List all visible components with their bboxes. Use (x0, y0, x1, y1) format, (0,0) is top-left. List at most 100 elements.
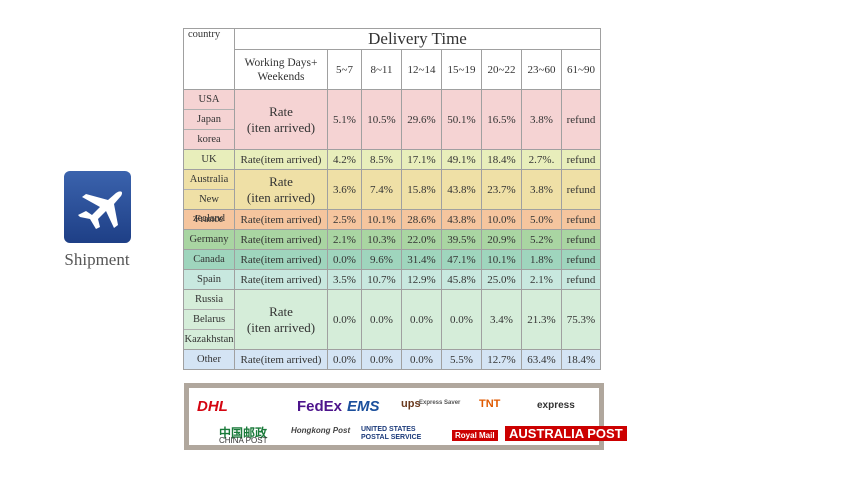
rate-value: 12.7% (481, 349, 522, 370)
rate-value: 18.4% (481, 149, 522, 170)
country-cell: France (183, 209, 235, 230)
rate-value: 1.8% (521, 249, 562, 270)
rate-value: 2.1% (327, 229, 362, 250)
country-name: korea (184, 129, 234, 149)
rate-value: 10.7% (361, 269, 402, 290)
rate-value: refund (561, 169, 601, 210)
country-name: UK (201, 154, 217, 165)
country-name: Japan (184, 109, 234, 129)
rate-value: refund (561, 149, 601, 170)
rate-value: 2.5% (327, 209, 362, 230)
country-name: Other (197, 354, 221, 365)
country-cell: Other (183, 349, 235, 370)
rate-value: 50.1% (441, 89, 482, 150)
rate-value: 18.4% (561, 349, 601, 370)
shipment-label: Shipment (64, 250, 130, 269)
rate-value: 39.5% (441, 229, 482, 250)
country-name: France (194, 214, 224, 225)
rate-cell: Rate(item arrived) (234, 149, 328, 170)
country-row: Canada Rate(item arrived) 0.0% 9.6% 31.4% 47.… (183, 249, 601, 270)
rate-value: 3.8% (521, 89, 562, 150)
rate-value: 10.3% (361, 229, 402, 250)
rate-value: 2.1% (521, 269, 562, 290)
rate-value: 0.0% (441, 289, 482, 350)
rate-value: 45.8% (441, 269, 482, 290)
rate-value: 10.1% (481, 249, 522, 270)
country-cell: Canada (183, 249, 235, 270)
rate-line: Rate(item arrived) (240, 233, 322, 246)
country-name: New zealand (184, 189, 234, 224)
rate-value: 10.0% (481, 209, 522, 230)
rate-value: 5.5% (441, 349, 482, 370)
country-header: country (183, 28, 235, 90)
rate-line: Rate(item arrived) (240, 353, 322, 366)
carrier-logo: Hongkong Post (291, 426, 351, 435)
country-cell: UK (183, 149, 235, 170)
carrier-logo: Royal Mail (452, 430, 498, 441)
range-header: 5~7 (327, 49, 362, 90)
rate-value: 4.2% (327, 149, 362, 170)
rate-line: Rate(item arrived) (240, 253, 322, 266)
rate-cell: Rate(item arrived) (234, 349, 328, 370)
rate-value: 17.1% (401, 149, 442, 170)
rate-cell: Rate (iten arrived) (234, 289, 328, 350)
country-row: UK Rate(item arrived) 4.2% 8.5% 17.1% 49.1% 18… (183, 149, 601, 170)
rate-line: (iten arrived) (246, 119, 316, 135)
rate-value: 43.8% (441, 209, 482, 230)
range-header: 12~14 (401, 49, 442, 90)
carrier-logo: UNITED STATES POSTAL SERVICE (361, 426, 422, 441)
range-header: 15~19 (441, 49, 482, 90)
range-header: 61~90 (561, 49, 601, 90)
country-row: USA Japan korea Rate (iten arrived) 5.1% 10.5%… (183, 89, 601, 150)
rate-value: 16.5% (481, 89, 522, 150)
rate-line: Rate (269, 173, 293, 189)
country-row: Germany Rate(item arrived) 2.1% 10.3% 22.0% 3… (183, 229, 601, 250)
rate-value: 20.9% (481, 229, 522, 250)
rate-value: 0.0% (361, 349, 402, 370)
rate-value: refund (561, 249, 601, 270)
rate-cell: Rate(item arrived) (234, 269, 328, 290)
range-header: 23~60 (521, 49, 562, 90)
rate-cell: Rate(item arrived) (234, 229, 328, 250)
rate-value: refund (561, 269, 601, 290)
rate-value: 22.0% (401, 229, 442, 250)
rate-line: (iten arrived) (246, 189, 316, 205)
country-cell: USA Japan korea (183, 89, 235, 150)
carrier-logo: 中国邮政 (219, 426, 268, 440)
rate-value: 10.5% (361, 89, 402, 150)
rate-cell: Rate (iten arrived) (234, 89, 328, 150)
range-header: 20~22 (481, 49, 522, 90)
logo-panel: DHL FedEx EMS ups Express Saver TNT express 中国邮… (189, 388, 627, 445)
header-line: Weekends (257, 70, 305, 83)
carrier-logos: DHL FedEx EMS ups Express Saver TNT express 中国邮… (184, 383, 627, 450)
country-name: Belarus (184, 309, 234, 329)
rate-cell: Rate(item arrived) (234, 209, 328, 230)
carrier-logo: CHINA POST (219, 436, 268, 445)
rate-line: Rate (269, 303, 293, 319)
rate-value: 25.0% (481, 269, 522, 290)
country-cell: Germany (183, 229, 235, 250)
header-row: country Delivery Time (183, 28, 601, 90)
country-cell: Australia New zealand (183, 169, 235, 224)
rate-value: 0.0% (401, 289, 442, 350)
rate-value: 3.4% (481, 289, 522, 350)
carrier-logo: EMS (347, 398, 380, 415)
rate-value: 5.0% (521, 209, 562, 230)
country-row: Russia Belarus Kazakhstan Rate (iten arrived… (183, 289, 601, 350)
header-line: Working Days+ (244, 56, 318, 69)
rate-value: 63.4% (521, 349, 562, 370)
rate-value: 8.5% (361, 149, 402, 170)
shipment-icon (64, 171, 131, 243)
rate-value: 5.1% (327, 89, 362, 150)
rate-value: refund (561, 229, 601, 250)
country-name: Australia (189, 174, 229, 185)
country-name: Canada (193, 254, 225, 265)
country-name: Spain (197, 274, 221, 285)
rate-value: 5.2% (521, 229, 562, 250)
table-title: Delivery Time (234, 28, 601, 50)
rate-value: 2.7%. (521, 149, 562, 170)
rate-value: 49.1% (441, 149, 482, 170)
country-row: Other Rate(item arrived) 0.0% 0.0% 0.0% 5.5% 1… (183, 349, 601, 370)
rate-value: 7.4% (361, 169, 402, 210)
